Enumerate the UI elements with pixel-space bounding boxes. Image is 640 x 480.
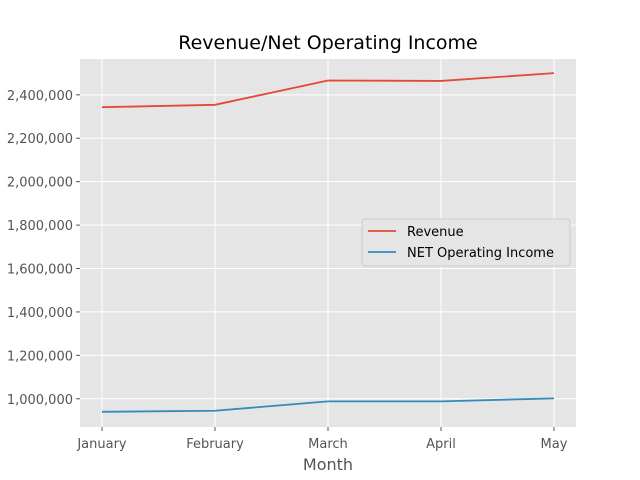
x-tick-label: March <box>308 437 348 452</box>
y-tick-label: 1,200,000 <box>7 349 73 364</box>
x-tick-label: January <box>76 437 127 452</box>
chart-title: Revenue/Net Operating Income <box>178 32 477 54</box>
series-lines <box>101 72 555 413</box>
y-tick-label: 1,800,000 <box>7 219 73 234</box>
x-axis-label: Month <box>303 455 353 474</box>
y-tick-label: 2,000,000 <box>7 176 73 191</box>
series-line-1 <box>101 397 555 413</box>
legend: Revenue NET Operating Income <box>361 218 571 267</box>
y-ticks: 1,000,000 1,200,000 1,400,000 1,600,000 1,80… <box>7 89 80 408</box>
x-tick-label: May <box>541 437 568 452</box>
y-tick-label: 1,000,000 <box>7 393 73 408</box>
x-ticks: January February March April May <box>76 427 568 452</box>
legend-label: NET Operating Income <box>407 246 554 261</box>
legend-label: Revenue <box>407 225 464 240</box>
y-tick-label: 1,400,000 <box>7 306 73 321</box>
legend-box <box>361 218 571 267</box>
x-tick-label: February <box>186 437 244 452</box>
y-tick-label: 1,600,000 <box>7 263 73 278</box>
x-tick-label: April <box>426 437 456 452</box>
y-tick-label: 2,400,000 <box>7 89 73 104</box>
y-tick-label: 2,200,000 <box>7 132 73 147</box>
series-line-0 <box>101 72 555 109</box>
